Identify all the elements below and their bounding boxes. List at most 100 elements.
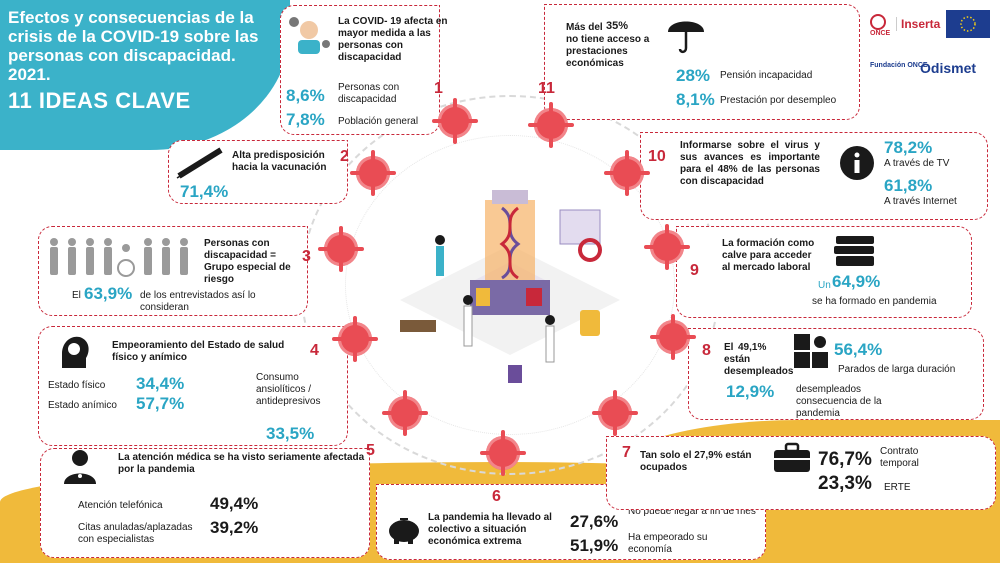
idea-7-number: 7 <box>622 444 631 461</box>
doctor-icon <box>60 448 100 484</box>
idea-11-value-2: 8,1% <box>676 90 715 109</box>
idea-5-value-2: 39,2% <box>210 518 259 537</box>
virus-icon-2 <box>350 150 396 196</box>
idea-4-label-3: Consumo ansiolíticos / antidepresivos <box>256 372 321 407</box>
virus-icon-3 <box>318 226 364 272</box>
idea-4-number: 4 <box>310 342 319 359</box>
idea-7-label-1: Contrato temporal <box>880 446 919 469</box>
idea-11-text-post: no tiene acceso a prestaciones económica… <box>566 34 650 69</box>
page-title: Efectos y consecuencias de la crisis de … <box>8 8 259 84</box>
idea-8-label-1: Parados de larga duración <box>838 364 956 375</box>
idea-5-label-2: Citas anuladas/aplazadas con especialist… <box>78 522 193 545</box>
virus-icon-4 <box>332 316 378 362</box>
idea-7-label-2: ERTE <box>884 482 911 493</box>
idea-10-value-2: 61,8% <box>884 176 933 195</box>
idea-7-value-1: 76,7% <box>818 449 872 470</box>
idea-1-text: La COVID- 19 afecta en mayor medida a la… <box>338 16 448 63</box>
idea-7-box <box>606 436 996 510</box>
inserta-logo: Inserta <box>896 17 940 31</box>
eu-flag-icon <box>946 10 990 38</box>
idea-11-box <box>544 4 860 120</box>
idea-10-value-1: 78,2% <box>884 138 933 157</box>
sick-person-icon <box>286 12 332 58</box>
idea-11-text-pre: Más del <box>566 22 603 33</box>
idea-10-label-2: A través Internet <box>884 196 957 207</box>
idea-2-number: 2 <box>340 148 349 165</box>
idea-5-label-1: Atención telefónica <box>78 500 163 511</box>
info-icon <box>838 144 876 182</box>
idea-1-label-1: Personas con discapacidad <box>338 82 400 105</box>
idea-4-label-2: Estado anímico <box>48 400 117 411</box>
briefcase-icon <box>772 442 812 474</box>
idea-4-label-1: Estado físico <box>48 380 106 391</box>
idea-3-post: de los entrevistados así lo consideran <box>140 290 256 313</box>
page-subtitle: 11 IDEAS CLAVE <box>8 88 191 113</box>
idea-10-label-1: A través de TV <box>884 158 950 169</box>
idea-9-prefix: Un <box>818 280 831 291</box>
idea-8-value-2: 12,9% <box>726 382 775 401</box>
books-icon <box>832 232 878 270</box>
idea-3-value-1: 63,9% <box>84 284 133 303</box>
idea-10-box <box>640 132 988 220</box>
idea-11-number: 11 <box>538 80 555 97</box>
idea-1-value-1: 8,6% <box>286 86 325 105</box>
fundacion-once-logo: ONCE <box>870 14 890 37</box>
idea-1-number: 1 <box>434 80 443 97</box>
idea-8-value-1: 56,4% <box>834 340 883 359</box>
idea-4-text: Empeoramiento del Estado de salud físico… <box>112 340 285 363</box>
idea-11-label-2: Prestación por desempleo <box>720 95 837 106</box>
idea-7-value-2: 23,3% <box>818 473 872 494</box>
virus-icon-1 <box>432 98 478 144</box>
idea-11-label-1: Pensión incapacidad <box>720 70 813 81</box>
syringe-icon <box>175 146 225 180</box>
idea-2-text: Alta predisposición hacia la vacunación <box>232 150 327 173</box>
idea-11-value-1: 28% <box>676 66 711 85</box>
group-of-people-icon <box>44 234 194 278</box>
virus-icon-9 <box>644 224 690 270</box>
idea-3-number: 3 <box>302 248 311 265</box>
idea-6-label-1: No puede llegar a fin de mes <box>628 506 756 517</box>
idea-3-text: Personas con discapacidad = Grupo especi… <box>204 238 291 285</box>
virus-icon-5 <box>382 390 428 436</box>
idea-4-box <box>38 326 348 446</box>
idea-3-box <box>38 226 308 316</box>
piggy-bank-icon <box>384 514 424 544</box>
idea-4-value-3: 33,5% <box>266 424 315 443</box>
idea-8-label-2: desempleados consecuencia de la pandemia <box>796 384 882 419</box>
virus-icon-11 <box>528 102 574 148</box>
idea-2-box <box>168 140 348 204</box>
idea-11-text-pct: 35% <box>606 20 629 32</box>
virus-icon-6 <box>480 430 526 476</box>
idea-9-number: 9 <box>690 262 699 279</box>
idea-9-box <box>676 226 972 318</box>
idea-7-text: Tan solo el 27,9% están ocupados <box>640 450 752 473</box>
puzzle-icon <box>792 332 830 370</box>
idea-6-value-2: 51,9% <box>570 536 619 555</box>
umbrella-icon <box>666 14 706 54</box>
virus-icon-10 <box>604 150 650 196</box>
idea-9-text: La formación como calve para acceder al … <box>722 238 815 273</box>
idea-8-number: 8 <box>702 342 711 359</box>
head-health-icon <box>54 332 94 372</box>
idea-9-label-1: se ha formado en pandemia <box>812 296 937 307</box>
virus-icon-8 <box>650 314 696 360</box>
idea-4-value-2: 57,7% <box>136 394 185 413</box>
idea-4-value-1: 34,4% <box>136 374 185 393</box>
idea-10-text: Informarse sobre el virus y sus avances … <box>680 140 820 187</box>
idea-5-text: La atención médica se ha visto seriament… <box>118 452 365 475</box>
idea-10-number: 10 <box>648 148 666 165</box>
idea-6-value-1: 27,6% <box>570 512 619 531</box>
idea-8-text-pct: 49,1% <box>738 342 767 353</box>
virus-icon-7 <box>592 390 638 436</box>
idea-6-label-2: Ha empeorado su economía <box>628 532 708 555</box>
idea-1-label-2: Población general <box>338 116 419 127</box>
inner-ring <box>345 135 675 435</box>
idea-8-text-pre: El <box>724 342 734 353</box>
idea-8-text-post: están desempleados <box>724 354 794 377</box>
idea-3-prefix: El <box>72 290 81 301</box>
idea-5-number: 5 <box>366 442 375 459</box>
idea-9-value-1: 64,9% <box>832 272 881 291</box>
fundacion-once-logo-2: Fundación ONCE <box>870 62 928 69</box>
idea-5-box <box>40 448 370 558</box>
idea-2-value-1: 71,4% <box>180 182 229 201</box>
